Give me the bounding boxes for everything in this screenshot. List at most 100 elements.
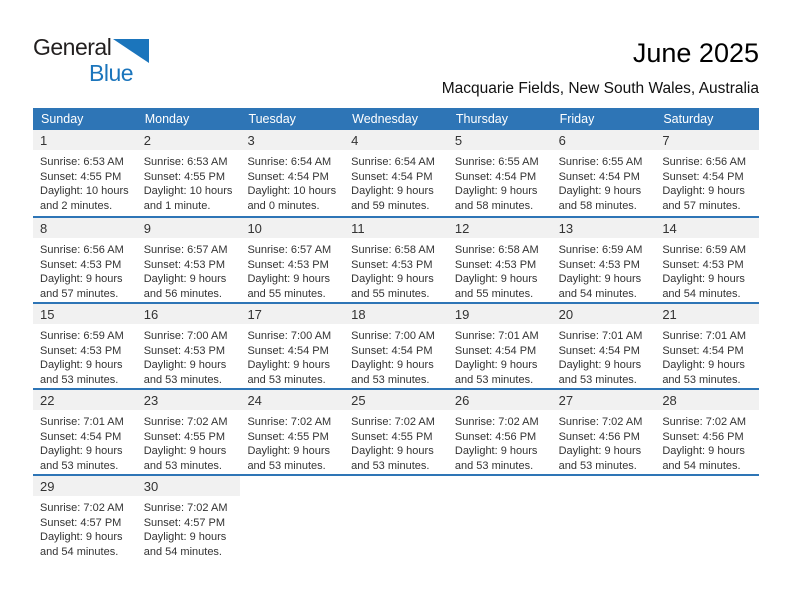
day-number: 7	[655, 130, 760, 151]
day-details: Sunrise: 6:59 AM Sunset: 4:53 PM Dayligh…	[558, 244, 643, 300]
logo-triangle-icon	[113, 37, 150, 67]
month-title: June 2025	[632, 38, 759, 68]
day-number: 22	[33, 390, 137, 411]
day-cell-empty	[240, 476, 345, 560]
day-number-empty	[551, 476, 656, 497]
day-number: 1	[33, 130, 137, 151]
weekday-header-friday: Friday	[559, 112, 595, 127]
day-details: Sunrise: 6:58 AM Sunset: 4:53 PM Dayligh…	[351, 244, 435, 300]
weekday-header-monday: Monday	[144, 112, 190, 127]
day-cell-5: 5 Sunrise: 6:55 AM Sunset: 4:54 PM Daylig…	[447, 130, 552, 216]
day-details: Sunrise: 7:02 AM Sunset: 4:56 PM Dayligh…	[662, 416, 747, 472]
day-number: 19	[447, 304, 552, 325]
day-cell-22: 22 Sunrise: 7:01 AM Sunset: 4:54 PM Dayli…	[33, 390, 137, 474]
day-details: Sunrise: 6:57 AM Sunset: 4:53 PM Dayligh…	[247, 244, 332, 300]
day-number: 9	[136, 218, 241, 239]
day-number: 13	[551, 218, 656, 239]
day-number: 4	[344, 130, 448, 151]
day-details: Sunrise: 6:55 AM Sunset: 4:54 PM Dayligh…	[454, 156, 539, 212]
day-details: Sunrise: 7:02 AM Sunset: 4:56 PM Dayligh…	[454, 416, 539, 472]
day-number: 25	[344, 390, 448, 411]
location-subtitle: Macquarie Fields, New South Wales, Austr…	[441, 80, 759, 98]
day-cell-1: 1 Sunrise: 6:53 AM Sunset: 4:55 PM Daylig…	[33, 130, 137, 216]
day-number: 11	[344, 218, 448, 239]
day-details: Sunrise: 7:02 AM Sunset: 4:57 PM Dayligh…	[40, 502, 124, 558]
day-details: Sunrise: 6:54 AM Sunset: 4:54 PM Dayligh…	[351, 156, 435, 212]
day-number: 21	[655, 304, 760, 325]
day-cell-25: 25 Sunrise: 7:02 AM Sunset: 4:55 PM Dayli…	[344, 390, 448, 474]
day-cell-3: 3 Sunrise: 6:54 AM Sunset: 4:54 PM Daylig…	[240, 130, 345, 216]
day-details: Sunrise: 7:02 AM Sunset: 4:55 PM Dayligh…	[351, 416, 435, 472]
day-details: Sunrise: 6:59 AM Sunset: 4:53 PM Dayligh…	[40, 330, 124, 386]
day-number: 20	[551, 304, 656, 325]
day-cell-17: 17 Sunrise: 7:00 AM Sunset: 4:54 PM Dayli…	[240, 304, 345, 388]
week-row: 8 Sunrise: 6:56 AM Sunset: 4:53 PM Daylig…	[33, 216, 760, 302]
day-cell-9: 9 Sunrise: 6:57 AM Sunset: 4:53 PM Daylig…	[136, 218, 241, 302]
day-number-empty	[344, 476, 448, 497]
day-cell-4: 4 Sunrise: 6:54 AM Sunset: 4:54 PM Daylig…	[344, 130, 448, 216]
day-number: 5	[447, 130, 552, 151]
day-number: 27	[551, 390, 656, 411]
day-number: 28	[655, 390, 760, 411]
day-details: Sunrise: 7:00 AM Sunset: 4:53 PM Dayligh…	[143, 330, 228, 386]
day-number: 29	[33, 476, 137, 497]
day-details: Sunrise: 6:53 AM Sunset: 4:55 PM Dayligh…	[143, 156, 233, 212]
logo-text-blue: Blue	[89, 60, 134, 86]
day-cell-empty	[551, 476, 656, 560]
day-number: 3	[240, 130, 345, 151]
day-cell-29: 29 Sunrise: 7:02 AM Sunset: 4:57 PM Dayli…	[33, 476, 137, 560]
day-cell-7: 7 Sunrise: 6:56 AM Sunset: 4:54 PM Daylig…	[655, 130, 760, 216]
day-details: Sunrise: 7:02 AM Sunset: 4:56 PM Dayligh…	[558, 416, 643, 472]
day-details: Sunrise: 7:01 AM Sunset: 4:54 PM Dayligh…	[662, 330, 747, 386]
day-details: Sunrise: 7:02 AM Sunset: 4:57 PM Dayligh…	[143, 502, 228, 558]
day-details: Sunrise: 6:56 AM Sunset: 4:54 PM Dayligh…	[662, 156, 747, 212]
day-number: 17	[240, 304, 345, 325]
day-cell-28: 28 Sunrise: 7:02 AM Sunset: 4:56 PM Dayli…	[655, 390, 760, 474]
general-blue-logo: General Blue	[33, 34, 150, 86]
day-number: 2	[136, 130, 241, 151]
day-cell-15: 15 Sunrise: 6:59 AM Sunset: 4:53 PM Dayli…	[33, 304, 137, 388]
day-details: Sunrise: 6:53 AM Sunset: 4:55 PM Dayligh…	[40, 156, 129, 212]
day-cell-27: 27 Sunrise: 7:02 AM Sunset: 4:56 PM Dayli…	[551, 390, 656, 474]
day-number: 8	[33, 218, 137, 239]
logo-text-general: General	[33, 34, 112, 60]
day-details: Sunrise: 6:58 AM Sunset: 4:53 PM Dayligh…	[454, 244, 539, 300]
day-cell-8: 8 Sunrise: 6:56 AM Sunset: 4:53 PM Daylig…	[33, 218, 137, 302]
week-row: 15 Sunrise: 6:59 AM Sunset: 4:53 PM Dayli…	[33, 302, 760, 388]
day-number: 14	[655, 218, 760, 239]
day-number: 18	[344, 304, 448, 325]
day-cell-empty	[344, 476, 448, 560]
day-cell-20: 20 Sunrise: 7:01 AM Sunset: 4:54 PM Dayli…	[551, 304, 656, 388]
day-cell-18: 18 Sunrise: 7:00 AM Sunset: 4:54 PM Dayli…	[344, 304, 448, 388]
day-number: 6	[551, 130, 656, 151]
day-details: Sunrise: 6:57 AM Sunset: 4:53 PM Dayligh…	[143, 244, 228, 300]
calendar-grid: 1 Sunrise: 6:53 AM Sunset: 4:55 PM Daylig…	[33, 130, 760, 560]
day-cell-empty	[655, 476, 760, 560]
day-details: Sunrise: 7:01 AM Sunset: 4:54 PM Dayligh…	[454, 330, 539, 386]
day-details: Sunrise: 7:01 AM Sunset: 4:54 PM Dayligh…	[558, 330, 643, 386]
day-cell-6: 6 Sunrise: 6:55 AM Sunset: 4:54 PM Daylig…	[551, 130, 656, 216]
day-cell-24: 24 Sunrise: 7:02 AM Sunset: 4:55 PM Dayli…	[240, 390, 345, 474]
day-cell-2: 2 Sunrise: 6:53 AM Sunset: 4:55 PM Daylig…	[136, 130, 241, 216]
day-cell-14: 14 Sunrise: 6:59 AM Sunset: 4:53 PM Dayli…	[655, 218, 760, 302]
day-number: 30	[136, 476, 241, 497]
week-row: 29 Sunrise: 7:02 AM Sunset: 4:57 PM Dayli…	[33, 474, 760, 560]
day-number: 10	[240, 218, 345, 239]
day-number-empty	[655, 476, 760, 497]
weekday-header-thursday: Thursday	[455, 112, 508, 127]
day-cell-13: 13 Sunrise: 6:59 AM Sunset: 4:53 PM Dayli…	[551, 218, 656, 302]
weekday-header-row: Sunday Monday Tuesday Wednesday Thursday Frid…	[33, 108, 759, 131]
weekday-header-sunday: Sunday	[41, 112, 84, 127]
day-cell-19: 19 Sunrise: 7:01 AM Sunset: 4:54 PM Dayli…	[447, 304, 552, 388]
day-details: Sunrise: 7:00 AM Sunset: 4:54 PM Dayligh…	[351, 330, 435, 386]
day-number: 12	[447, 218, 552, 239]
day-number-empty	[447, 476, 552, 497]
day-cell-23: 23 Sunrise: 7:02 AM Sunset: 4:55 PM Dayli…	[136, 390, 241, 474]
day-number-empty	[240, 476, 345, 497]
day-cell-26: 26 Sunrise: 7:02 AM Sunset: 4:56 PM Dayli…	[447, 390, 552, 474]
day-number: 15	[33, 304, 137, 325]
day-details: Sunrise: 7:02 AM Sunset: 4:55 PM Dayligh…	[247, 416, 332, 472]
calendar-table: Sunday Monday Tuesday Wednesday Thursday Frid…	[33, 108, 760, 560]
title-block: June 2025 Macquarie Fields, New South Wa…	[442, 36, 759, 98]
